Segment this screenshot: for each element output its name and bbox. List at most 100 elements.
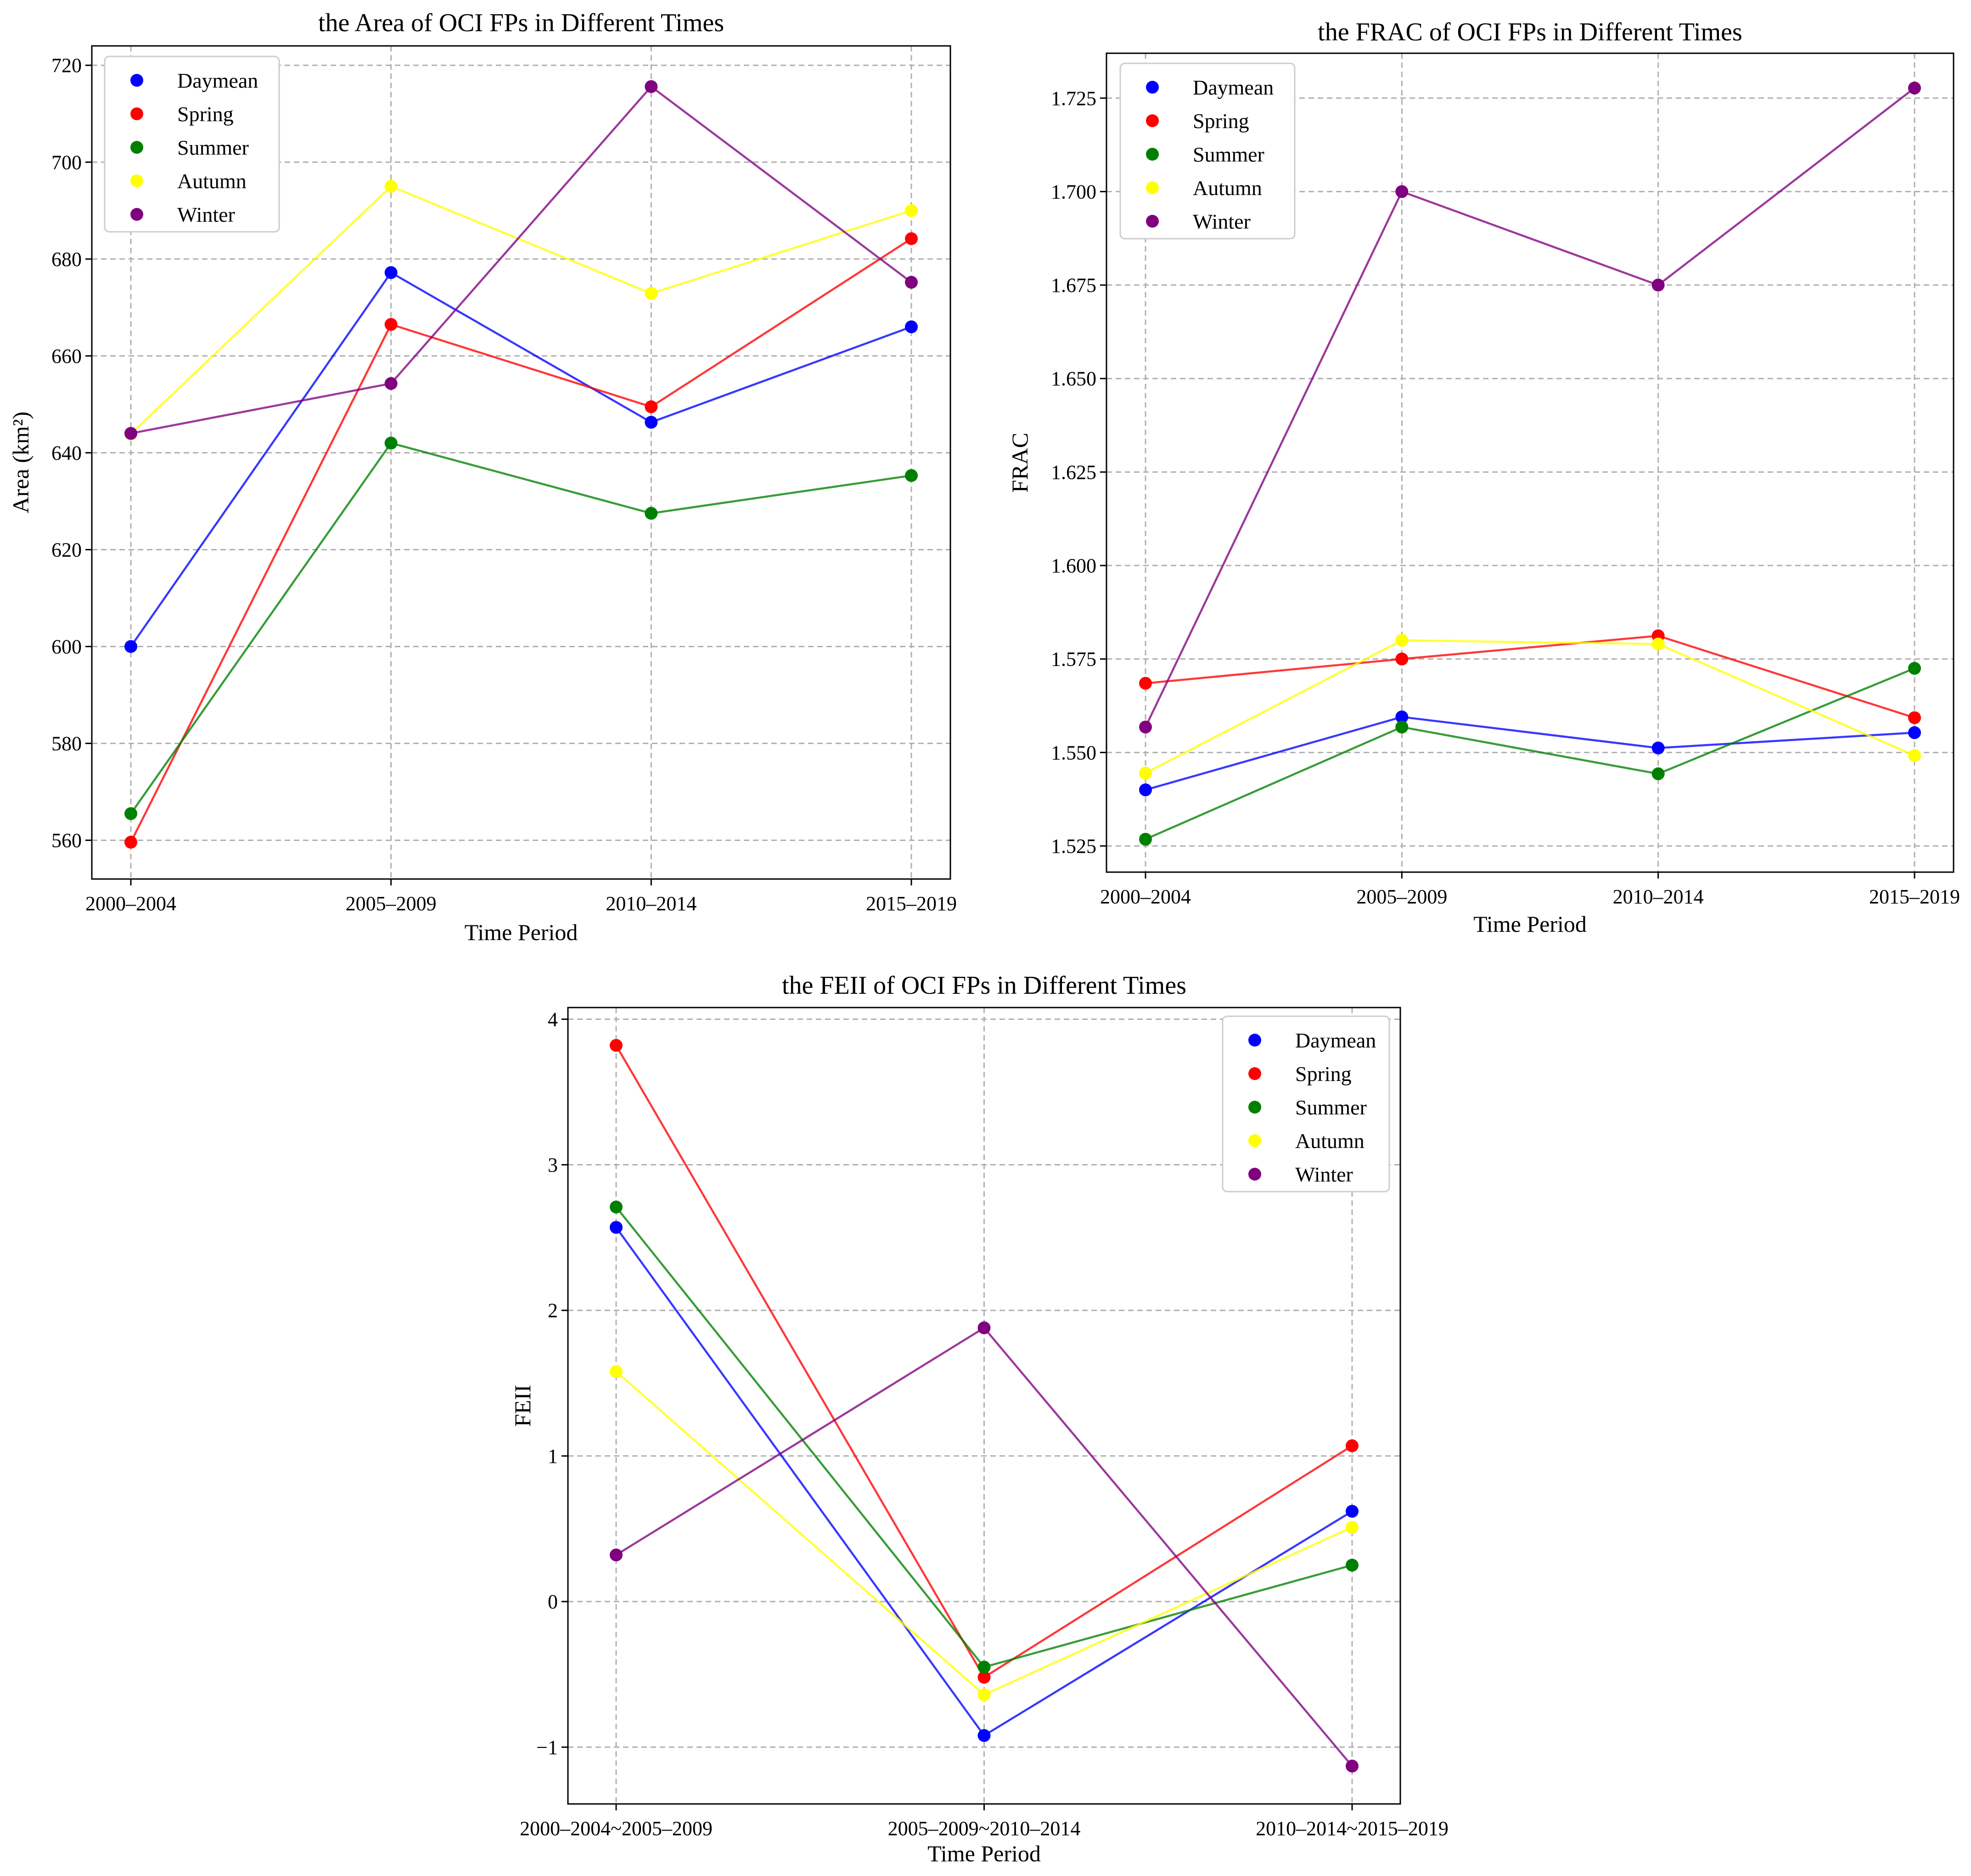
area-point-winter xyxy=(384,377,398,390)
area-point-winter xyxy=(124,427,137,440)
area-point-daymean xyxy=(645,415,658,429)
frac-y-tick-label: 1.675 xyxy=(1051,274,1096,297)
area-y-tick-label: 640 xyxy=(51,442,82,464)
feii-y-axis-label: FEII xyxy=(510,1385,535,1427)
frac-point-autumn xyxy=(1651,638,1665,651)
feii-legend: Daymean Spring Summer Autumn Winter xyxy=(1222,1015,1390,1193)
feii-y-tick-label: 4 xyxy=(548,1008,558,1030)
area-legend-frame xyxy=(104,56,280,233)
frac-y-tick-label: 1.600 xyxy=(1051,554,1096,577)
area-point-spring xyxy=(905,232,918,245)
area-series-line-summer xyxy=(130,442,912,814)
frac-point-spring xyxy=(1908,711,1921,724)
area-point-autumn xyxy=(645,287,658,300)
frac-y-tick-label: 1.575 xyxy=(1051,648,1096,671)
frac-series-line-spring xyxy=(1145,634,1915,719)
area-y-tick-label: 660 xyxy=(51,345,82,367)
area-point-summer xyxy=(384,437,398,450)
frac-point-spring xyxy=(1395,652,1409,666)
area-y-tick-label: 680 xyxy=(51,248,82,270)
frac-point-daymean xyxy=(1908,726,1921,739)
area-series-line-winter xyxy=(130,85,912,435)
area-x-tick-label: 2000–2004 xyxy=(85,892,176,915)
area-point-daymean xyxy=(905,320,918,334)
frac-legend-frame xyxy=(1119,62,1296,240)
frac-point-daymean xyxy=(1395,710,1409,723)
frac-x-tick-label: 2010–2014 xyxy=(1613,885,1704,908)
frac-series-line-winter xyxy=(1144,87,1915,728)
feii-legend-marker-winter xyxy=(1248,1168,1261,1181)
frac-point-daymean xyxy=(1651,741,1665,755)
area-point-spring xyxy=(645,400,658,414)
area-point-summer xyxy=(905,469,918,482)
frac-point-summer xyxy=(1908,662,1921,675)
frac-point-winter xyxy=(1395,185,1409,198)
feii-legend-marker-daymean xyxy=(1248,1034,1261,1047)
feii-point-summer xyxy=(1346,1558,1359,1572)
feii-legend-label-summer: Summer xyxy=(1295,1096,1367,1119)
frac-point-summer xyxy=(1139,833,1152,846)
area-legend-label-winter: Winter xyxy=(177,203,235,226)
feii-point-summer xyxy=(977,1660,991,1674)
area-y-axis-label: Area (km²) xyxy=(8,412,34,514)
frac-y-tick-label: 1.725 xyxy=(1051,87,1096,110)
feii-x-axis-label: Time Period xyxy=(927,1841,1041,1866)
frac-legend-label-autumn: Autumn xyxy=(1193,176,1262,200)
area-chart-panel: 560 580 600 620 640 660 680 700 720 2000–2004 2005… xyxy=(8,9,957,945)
frac-point-spring xyxy=(1139,677,1152,690)
area-legend-marker-summer xyxy=(130,141,143,154)
frac-legend-label-winter: Winter xyxy=(1193,210,1251,233)
area-x-tick-label: 2005–2009 xyxy=(346,892,437,915)
frac-legend-label-spring: Spring xyxy=(1193,109,1249,133)
frac-legend-label-summer: Summer xyxy=(1193,143,1264,166)
area-series-line-spring xyxy=(129,238,912,843)
feii-point-spring xyxy=(610,1039,623,1052)
feii-point-winter xyxy=(1346,1759,1359,1773)
area-x-tick-label: 2010–2014 xyxy=(606,892,696,915)
frac-point-winter xyxy=(1908,81,1921,95)
frac-legend-marker-summer xyxy=(1146,148,1159,161)
area-legend-label-daymean: Daymean xyxy=(177,69,258,92)
frac-chart-panel: 1.525 1.550 1.575 1.600 1.625 1.650 1.675 1.700… xyxy=(1007,18,1960,937)
feii-y-tick-label: 0 xyxy=(548,1590,558,1613)
feii-point-daymean xyxy=(610,1221,623,1234)
area-point-spring xyxy=(384,318,398,331)
frac-y-axis-label: FRAC xyxy=(1007,433,1033,493)
feii-y-tick-label: 2 xyxy=(548,1299,558,1322)
feii-point-summer xyxy=(610,1200,623,1214)
area-legend-label-autumn: Autumn xyxy=(177,169,247,193)
area-point-daymean xyxy=(384,266,398,279)
frac-legend: Daymean Spring Summer Autumn Winter xyxy=(1119,62,1296,240)
feii-legend-label-spring: Spring xyxy=(1295,1062,1352,1086)
feii-point-winter xyxy=(610,1548,623,1562)
feii-point-spring xyxy=(1346,1439,1359,1452)
frac-chart-title: the FRAC of OCI FPs in Different Times xyxy=(1318,18,1742,46)
frac-x-axis-label: Time Period xyxy=(1473,911,1587,937)
feii-x-tick-label: 2005–2009~2010–2014 xyxy=(888,1817,1081,1840)
feii-legend-frame xyxy=(1222,1015,1390,1193)
area-series-line-daymean xyxy=(130,271,912,647)
area-point-spring xyxy=(124,835,137,849)
frac-x-tick-label: 2000–2004 xyxy=(1100,885,1191,908)
feii-y-tick-label: 1 xyxy=(548,1445,558,1467)
frac-y-tick-label: 1.650 xyxy=(1051,368,1096,390)
frac-plot-frame xyxy=(1106,52,1954,873)
frac-legend-label-daymean: Daymean xyxy=(1193,76,1274,99)
area-legend-marker-autumn xyxy=(130,174,143,187)
frac-legend-marker-spring xyxy=(1146,114,1159,127)
frac-legend-marker-autumn xyxy=(1146,181,1159,194)
area-point-summer xyxy=(645,507,658,520)
feii-legend-marker-spring xyxy=(1248,1067,1261,1080)
area-x-tick-label: 2015–2019 xyxy=(866,892,957,915)
area-point-summer xyxy=(124,807,137,820)
area-point-winter xyxy=(645,80,658,93)
area-y-tick-label: 600 xyxy=(51,635,82,658)
area-y-tick-label: 720 xyxy=(51,54,82,77)
feii-legend-label-winter: Winter xyxy=(1295,1163,1353,1186)
frac-point-autumn xyxy=(1908,749,1921,762)
feii-chart-title: the FEII of OCI FPs in Different Times xyxy=(782,971,1186,1000)
area-legend-marker-spring xyxy=(130,107,143,120)
frac-y-tick-label: 1.550 xyxy=(1051,741,1096,764)
area-point-winter xyxy=(905,275,918,289)
